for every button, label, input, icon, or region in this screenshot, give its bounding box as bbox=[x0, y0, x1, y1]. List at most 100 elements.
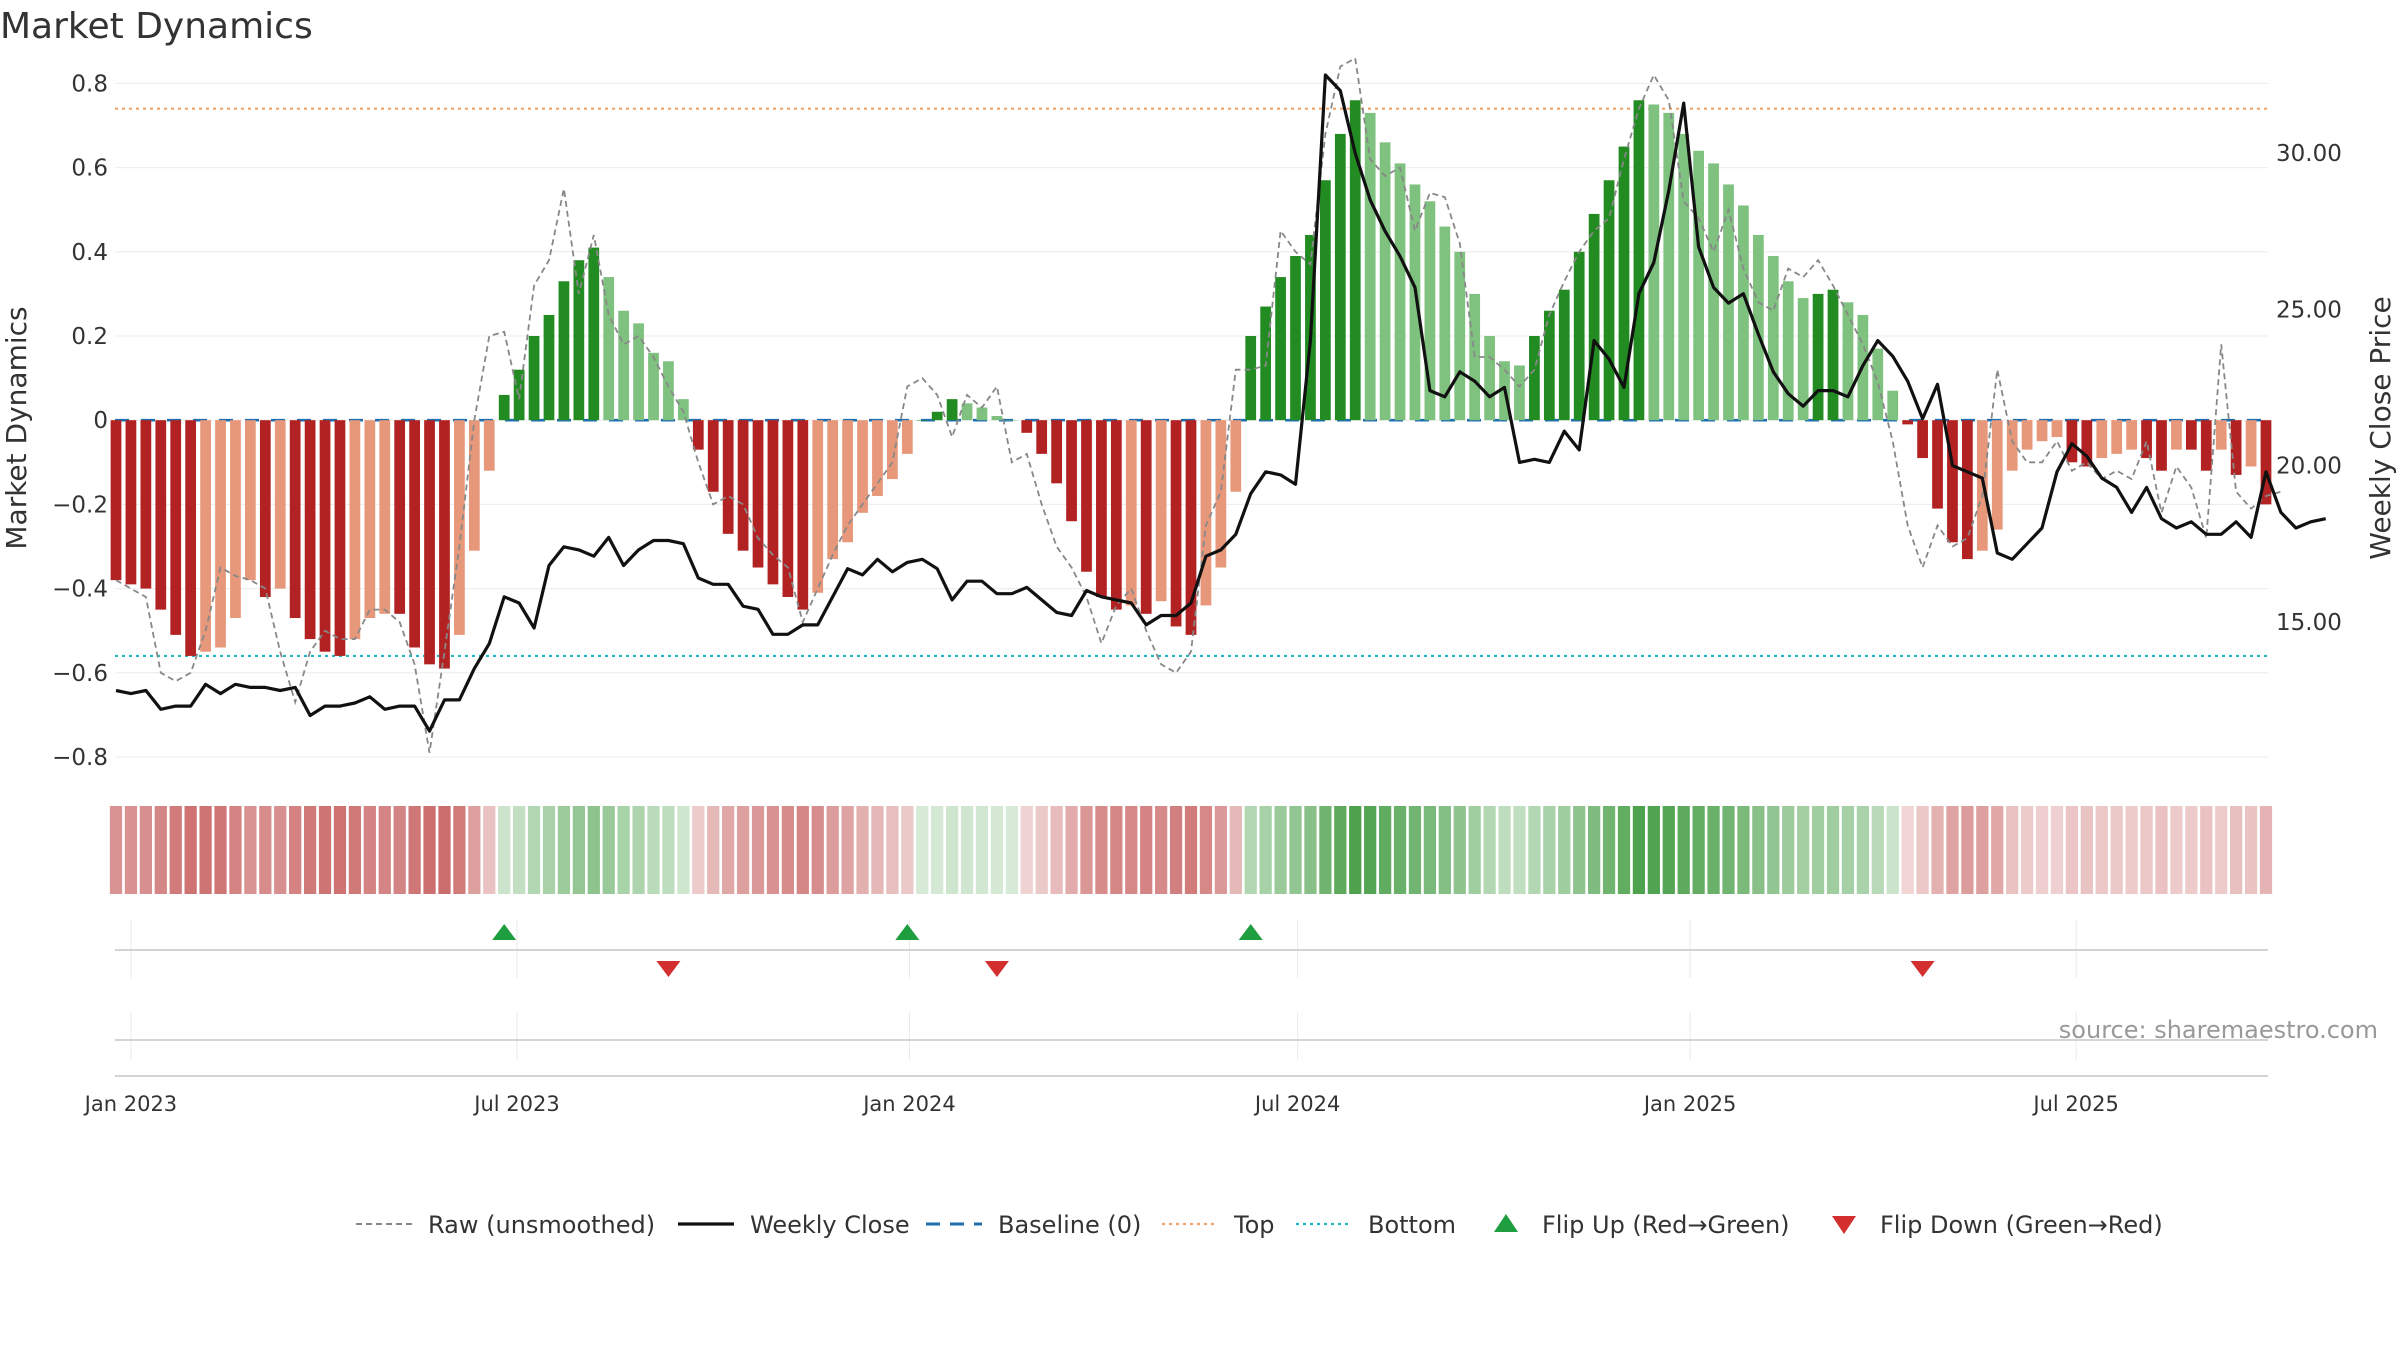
regime-cell bbox=[1259, 806, 1272, 894]
dynamics-bar bbox=[424, 420, 435, 665]
regime-cell bbox=[1423, 806, 1437, 894]
regime-cell bbox=[662, 806, 675, 894]
dynamics-bar bbox=[1738, 205, 1749, 421]
dynamics-bar bbox=[1529, 335, 1540, 421]
regime-cell bbox=[1871, 806, 1884, 894]
flip-down-marker bbox=[656, 961, 681, 977]
dynamics-bar bbox=[1155, 420, 1167, 602]
dynamics-bar bbox=[2141, 420, 2152, 459]
dynamics-bar bbox=[677, 399, 689, 421]
regime-cell bbox=[1692, 806, 1705, 894]
dynamics-bar bbox=[916, 420, 928, 421]
dynamics-bar bbox=[2066, 420, 2078, 463]
dynamics-bar bbox=[931, 411, 943, 421]
dynamics-bar bbox=[439, 420, 450, 669]
regime-cell bbox=[1722, 806, 1735, 894]
dynamics-bar bbox=[722, 420, 734, 534]
regime-cell bbox=[1617, 806, 1631, 894]
dynamics-bar bbox=[1140, 420, 1152, 614]
dynamics-bar bbox=[1991, 420, 2003, 530]
regime-cell bbox=[1811, 806, 1825, 894]
legend-label: Baseline (0) bbox=[998, 1211, 1141, 1239]
regime-cell bbox=[1453, 806, 1466, 894]
y2-tick-label: 30.00 bbox=[2276, 141, 2342, 167]
regime-cell bbox=[527, 806, 541, 894]
regime-cell bbox=[1035, 806, 1048, 894]
dynamics-bar bbox=[633, 323, 644, 421]
dynamics-bar bbox=[782, 420, 794, 597]
regime-cell bbox=[468, 806, 481, 894]
dynamics-bar bbox=[1887, 390, 1899, 421]
regime-cell bbox=[214, 806, 227, 894]
regime-cell bbox=[154, 806, 167, 894]
regime-cell bbox=[2095, 806, 2108, 894]
regime-cell bbox=[2006, 806, 2019, 894]
regime-cell bbox=[1125, 806, 1138, 894]
y2-tick-label: 25.00 bbox=[2276, 297, 2342, 323]
regime-cell bbox=[1095, 806, 1108, 894]
regime-cell bbox=[945, 806, 959, 894]
regime-cell bbox=[916, 806, 929, 894]
regime-cell bbox=[751, 806, 765, 894]
dynamics-bar bbox=[2185, 420, 2197, 450]
regime-cell bbox=[1199, 806, 1213, 894]
flip-markers bbox=[492, 924, 1935, 977]
dynamics-bar bbox=[872, 420, 883, 496]
dynamics-bar bbox=[155, 420, 167, 610]
dynamics-bar bbox=[1588, 213, 1600, 421]
regime-cell bbox=[1573, 806, 1586, 894]
dynamics-bar bbox=[2171, 420, 2182, 450]
legend-label: Bottom bbox=[1368, 1211, 1456, 1239]
dynamics-bar bbox=[1782, 281, 1794, 421]
dynamics-bar bbox=[2036, 420, 2048, 442]
dynamics-bar bbox=[498, 394, 510, 421]
regime-cell bbox=[1946, 806, 1959, 894]
regime-cell bbox=[289, 806, 302, 894]
regime-cell bbox=[766, 806, 780, 894]
regime-cell bbox=[736, 806, 750, 894]
y-tick-label: 0.6 bbox=[71, 156, 108, 182]
regime-cell bbox=[602, 806, 615, 894]
regime-cell bbox=[333, 806, 347, 894]
regime-cell bbox=[1543, 806, 1556, 894]
regime-cell bbox=[871, 806, 884, 894]
regime-cell bbox=[781, 806, 794, 894]
regime-cell bbox=[632, 806, 645, 894]
regime-cell bbox=[1065, 806, 1078, 894]
regime-cell bbox=[2020, 806, 2034, 894]
dynamics-bar bbox=[618, 310, 630, 421]
chart-title: Market Dynamics bbox=[0, 6, 313, 47]
dynamics-bar bbox=[1290, 256, 1301, 421]
dynamics-bar bbox=[1917, 420, 1928, 459]
dynamics-bar bbox=[2051, 420, 2063, 438]
dynamics-bar bbox=[1663, 112, 1675, 421]
dynamics-bar bbox=[588, 247, 600, 421]
regime-cell bbox=[1662, 806, 1675, 894]
dynamics-bar bbox=[976, 407, 988, 421]
regime-cell bbox=[124, 806, 138, 894]
legend-label: Flip Up (Red→Green) bbox=[1542, 1211, 1790, 1239]
legend-label: Top bbox=[1233, 1211, 1275, 1239]
dynamics-bar bbox=[215, 420, 226, 648]
regime-cell bbox=[1826, 806, 1840, 894]
regime-cell bbox=[1602, 806, 1616, 894]
regime-cell bbox=[1856, 806, 1869, 894]
regime-cell bbox=[2230, 806, 2243, 894]
regime-cell bbox=[1767, 806, 1780, 894]
y-tick-label: 0.4 bbox=[71, 240, 108, 266]
flip-up-marker bbox=[895, 924, 920, 940]
regime-cell bbox=[990, 806, 1004, 894]
regime-strip bbox=[109, 806, 2273, 894]
dynamics-bar bbox=[2021, 420, 2033, 450]
dynamics-bar bbox=[946, 399, 958, 421]
dynamics-bar bbox=[1394, 163, 1406, 421]
regime-cell bbox=[692, 806, 705, 894]
dynamics-bar bbox=[1797, 298, 1809, 421]
dynamics-bar bbox=[901, 420, 913, 454]
dynamics-bar bbox=[1752, 234, 1764, 421]
regime-cell bbox=[1050, 806, 1063, 894]
dynamics-bar bbox=[170, 420, 182, 635]
dynamics-bar bbox=[1245, 335, 1257, 421]
regime-cell bbox=[498, 806, 511, 894]
